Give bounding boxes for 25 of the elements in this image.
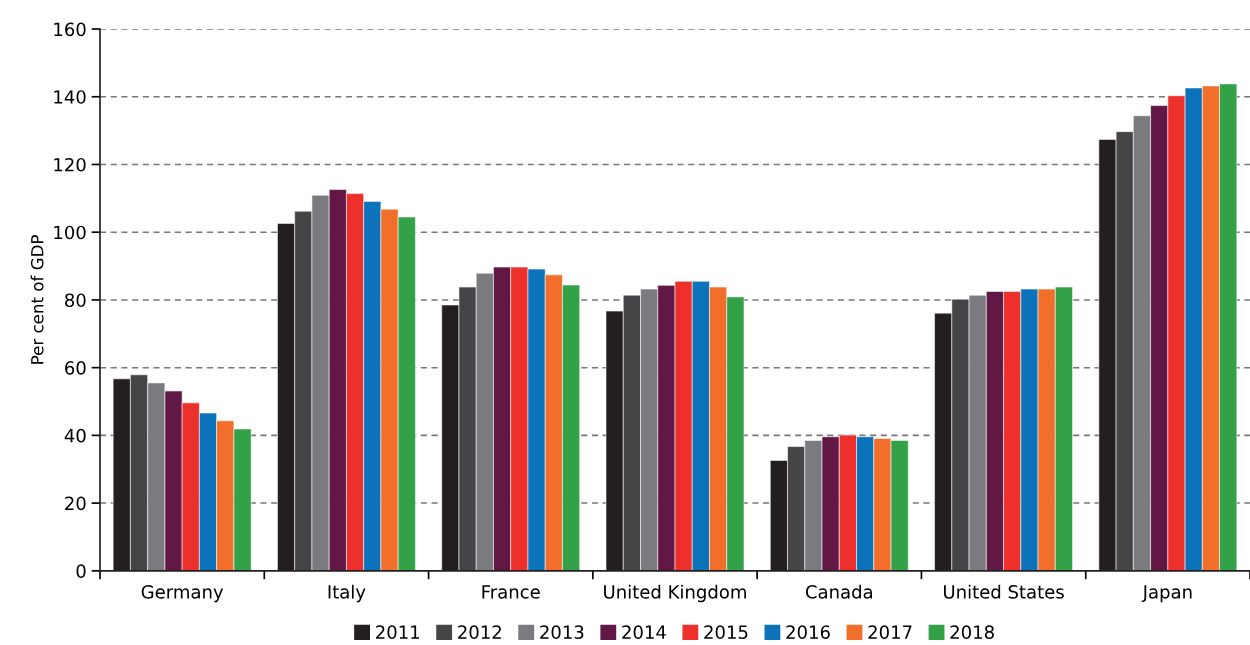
legend-label: 2018 (950, 625, 994, 639)
y-tick-label: 100 (54, 225, 86, 240)
y-tick-label: 120 (54, 157, 86, 172)
legend-label: 2016 (786, 625, 830, 639)
x-tick-label: Italy (328, 584, 366, 603)
x-tick-label: Japan (1141, 585, 1192, 603)
x-tick-label: Germany (141, 585, 224, 603)
x-tick-label: France (482, 585, 540, 599)
x-tick-label: United Kingdom (604, 584, 746, 603)
y-tick-label: 0 (76, 564, 86, 578)
y-tick-label: 20 (65, 496, 86, 511)
x-tick-label: United States (944, 584, 1064, 599)
y-tick-label: 40 (64, 428, 86, 443)
y-tick-label: 140 (54, 90, 86, 104)
y-tick-label: 80 (65, 293, 86, 308)
legend-label: 2015 (704, 625, 748, 639)
legend-label: 2014 (622, 625, 666, 639)
legend-label: 2011 (376, 625, 420, 639)
legend-label: 2017 (868, 625, 912, 639)
legend-label: 2012 (458, 625, 501, 639)
legend-label: 2013 (540, 625, 584, 639)
y-tick-label: 60 (65, 361, 86, 375)
x-tick-label: Canada (805, 584, 872, 599)
y-tick-label: 160 (54, 22, 86, 37)
y-axis-title: Per cent of GDP (30, 235, 44, 364)
